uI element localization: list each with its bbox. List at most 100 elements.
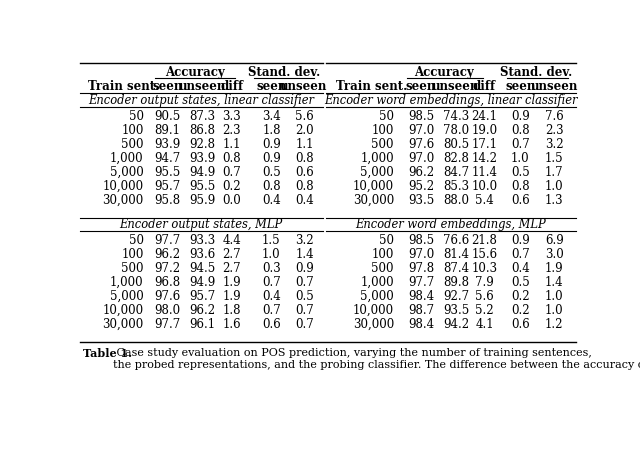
Text: 95.9: 95.9 xyxy=(189,193,216,207)
Text: 1.0: 1.0 xyxy=(511,152,529,165)
Text: 1.0: 1.0 xyxy=(545,180,564,193)
Text: 3.0: 3.0 xyxy=(545,248,564,261)
Text: 50: 50 xyxy=(129,110,143,123)
Text: 100: 100 xyxy=(121,248,143,261)
Text: unseen: unseen xyxy=(179,80,226,92)
Text: 0.4: 0.4 xyxy=(262,193,281,207)
Text: 97.6: 97.6 xyxy=(154,290,180,303)
Text: Encoder word embeddings, linear classifier: Encoder word embeddings, linear classifi… xyxy=(324,94,577,107)
Text: 24.1: 24.1 xyxy=(472,110,497,123)
Text: 0.2: 0.2 xyxy=(511,304,529,317)
Text: 0.8: 0.8 xyxy=(296,152,314,165)
Text: 97.0: 97.0 xyxy=(408,124,434,137)
Text: 80.5: 80.5 xyxy=(443,138,469,151)
Text: 3.2: 3.2 xyxy=(545,138,564,151)
Text: 98.7: 98.7 xyxy=(408,304,434,317)
Text: 85.3: 85.3 xyxy=(443,180,469,193)
Text: 1.0: 1.0 xyxy=(545,290,564,303)
Text: 97.0: 97.0 xyxy=(408,152,434,165)
Text: 0.6: 0.6 xyxy=(511,193,529,207)
Text: 1.5: 1.5 xyxy=(545,152,564,165)
Text: 7.6: 7.6 xyxy=(545,110,564,123)
Text: 500: 500 xyxy=(121,262,143,275)
Text: 98.5: 98.5 xyxy=(408,235,434,247)
Text: 93.6: 93.6 xyxy=(189,248,216,261)
Text: 0.7: 0.7 xyxy=(223,166,241,179)
Text: Encoder output states, MLP: Encoder output states, MLP xyxy=(120,218,283,231)
Text: 0.7: 0.7 xyxy=(511,248,529,261)
Text: 0.9: 0.9 xyxy=(511,235,529,247)
Text: 5,000: 5,000 xyxy=(110,290,143,303)
Text: 100: 100 xyxy=(371,248,394,261)
Text: 1.0: 1.0 xyxy=(262,248,281,261)
Text: 1.7: 1.7 xyxy=(545,166,564,179)
Text: Stand. dev.: Stand. dev. xyxy=(500,66,572,79)
Text: 0.2: 0.2 xyxy=(511,290,529,303)
Text: 500: 500 xyxy=(371,262,394,275)
Text: 0.9: 0.9 xyxy=(511,110,529,123)
Text: 92.7: 92.7 xyxy=(443,290,469,303)
Text: Train sent.: Train sent. xyxy=(88,80,159,92)
Text: seen: seen xyxy=(152,80,183,92)
Text: 81.4: 81.4 xyxy=(443,248,469,261)
Text: 1.4: 1.4 xyxy=(296,248,314,261)
Text: 96.2: 96.2 xyxy=(408,166,434,179)
Text: 0.6: 0.6 xyxy=(262,318,281,330)
Text: diff: diff xyxy=(473,80,496,92)
Text: 0.5: 0.5 xyxy=(511,166,529,179)
Text: unseen: unseen xyxy=(531,80,578,92)
Text: 92.8: 92.8 xyxy=(189,138,216,151)
Text: 17.1: 17.1 xyxy=(472,138,497,151)
Text: 10,000: 10,000 xyxy=(102,304,143,317)
Text: 88.0: 88.0 xyxy=(443,193,469,207)
Text: 0.8: 0.8 xyxy=(296,180,314,193)
Text: 93.3: 93.3 xyxy=(189,235,216,247)
Text: 90.5: 90.5 xyxy=(154,110,180,123)
Text: 0.8: 0.8 xyxy=(262,180,281,193)
Text: 0.7: 0.7 xyxy=(262,276,281,289)
Text: 0.9: 0.9 xyxy=(262,138,281,151)
Text: 1,000: 1,000 xyxy=(110,276,143,289)
Text: 50: 50 xyxy=(129,235,143,247)
Text: 97.6: 97.6 xyxy=(408,138,434,151)
Text: 86.8: 86.8 xyxy=(189,124,216,137)
Text: 5.6: 5.6 xyxy=(475,290,494,303)
Text: 1.6: 1.6 xyxy=(223,318,241,330)
Text: 76.6: 76.6 xyxy=(443,235,469,247)
Text: 1,000: 1,000 xyxy=(360,152,394,165)
Text: 89.8: 89.8 xyxy=(443,276,469,289)
Text: 94.7: 94.7 xyxy=(154,152,180,165)
Text: 100: 100 xyxy=(371,124,394,137)
Text: 98.4: 98.4 xyxy=(408,290,434,303)
Text: 30,000: 30,000 xyxy=(353,318,394,330)
Text: 1.9: 1.9 xyxy=(545,262,564,275)
Text: Case study evaluation on POS prediction, varying the number of training sentence: Case study evaluation on POS prediction,… xyxy=(113,348,640,370)
Text: 0.8: 0.8 xyxy=(511,180,529,193)
Text: 4.1: 4.1 xyxy=(476,318,494,330)
Text: 1,000: 1,000 xyxy=(110,152,143,165)
Text: Accuracy: Accuracy xyxy=(165,66,225,79)
Text: 1.5: 1.5 xyxy=(262,235,281,247)
Text: 0.0: 0.0 xyxy=(223,193,241,207)
Text: 93.5: 93.5 xyxy=(443,304,469,317)
Text: 95.7: 95.7 xyxy=(189,290,216,303)
Text: 0.5: 0.5 xyxy=(296,290,314,303)
Text: 6.9: 6.9 xyxy=(545,235,564,247)
Text: 10,000: 10,000 xyxy=(353,180,394,193)
Text: 93.9: 93.9 xyxy=(189,152,216,165)
Text: Train sent.: Train sent. xyxy=(336,80,407,92)
Text: 95.8: 95.8 xyxy=(154,193,180,207)
Text: 0.7: 0.7 xyxy=(296,304,314,317)
Text: 98.4: 98.4 xyxy=(408,318,434,330)
Text: 87.4: 87.4 xyxy=(443,262,469,275)
Text: 97.0: 97.0 xyxy=(408,248,434,261)
Text: 87.3: 87.3 xyxy=(189,110,216,123)
Text: 3.4: 3.4 xyxy=(262,110,281,123)
Text: 500: 500 xyxy=(121,138,143,151)
Text: 98.0: 98.0 xyxy=(154,304,180,317)
Text: 7.9: 7.9 xyxy=(475,276,494,289)
Text: 0.9: 0.9 xyxy=(296,262,314,275)
Text: Encoder word embeddings, MLP: Encoder word embeddings, MLP xyxy=(355,218,546,231)
Text: 0.5: 0.5 xyxy=(262,166,281,179)
Text: 2.7: 2.7 xyxy=(223,248,241,261)
